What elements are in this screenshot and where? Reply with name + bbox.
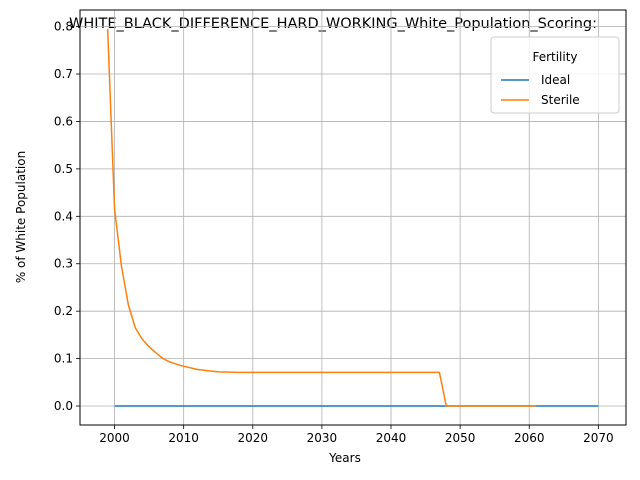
legend-box [490, 36, 620, 114]
x-tick-label: 2000 [99, 431, 130, 445]
x-tick-label: 2040 [376, 431, 407, 445]
y-tick-label: 0.5 [54, 162, 73, 176]
x-tick-label: 2070 [583, 431, 614, 445]
x-axis-label: Years [328, 451, 361, 465]
y-tick-label: 0.1 [54, 352, 73, 366]
chart-title: WHITE_BLACK_DIFFERENCE_HARD_WORKING_Whit… [69, 16, 597, 32]
x-tick-label: 2060 [514, 431, 545, 445]
legend: Fertility Ideal Sterile [490, 36, 620, 114]
legend-label-ideal: Ideal [541, 73, 570, 87]
y-tick-label: 0.2 [54, 304, 73, 318]
series-lines [106, 28, 599, 407]
y-tick-label: 0.3 [54, 257, 73, 271]
plot-frame [79, 9, 627, 426]
x-tick-label: 2030 [307, 431, 338, 445]
x-tick-label: 2050 [445, 431, 476, 445]
x-tick-label: 2020 [238, 431, 269, 445]
axis-ticks: 2000 2010 2020 2030 2040 2050 2060 2070 0.0 0.1 0.… [54, 20, 614, 445]
legend-title: Fertility [532, 50, 577, 64]
y-tick-label: 0.0 [54, 399, 73, 413]
y-tick-label: 0.7 [54, 67, 73, 81]
y-tick-label: 0.6 [54, 114, 73, 128]
x-tick-label: 2010 [168, 431, 199, 445]
y-axis-label: % of White Population [14, 151, 28, 283]
legend-label-sterile: Sterile [541, 93, 580, 107]
series-line-sterile [106, 28, 537, 407]
y-tick-label: 0.8 [54, 20, 73, 34]
y-tick-label: 0.4 [54, 209, 73, 223]
